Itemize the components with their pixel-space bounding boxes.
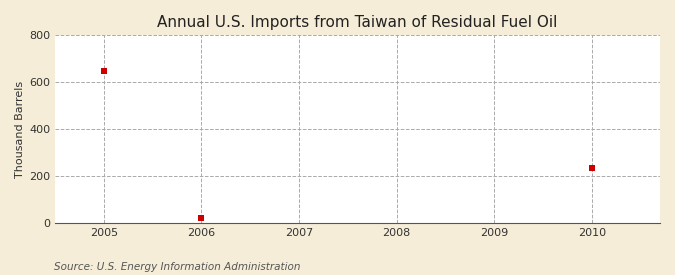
Text: Source: U.S. Energy Information Administration: Source: U.S. Energy Information Administ… bbox=[54, 262, 300, 271]
Title: Annual U.S. Imports from Taiwan of Residual Fuel Oil: Annual U.S. Imports from Taiwan of Resid… bbox=[157, 15, 558, 30]
Y-axis label: Thousand Barrels: Thousand Barrels bbox=[15, 81, 25, 178]
